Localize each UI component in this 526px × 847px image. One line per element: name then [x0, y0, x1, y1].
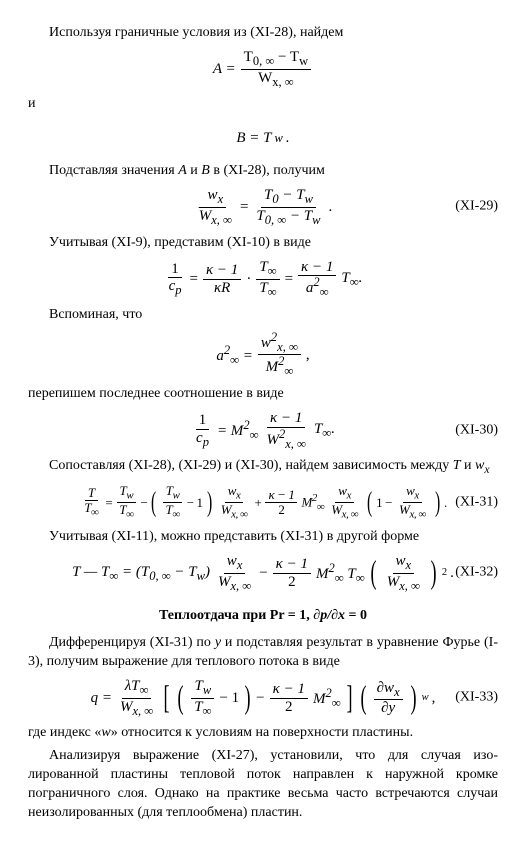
eq7-ref: (XI-31): [455, 493, 498, 512]
eq4-num1: 1: [168, 261, 182, 279]
eq3-eq: =: [240, 197, 248, 217]
eq3-den1: Wx, ∞: [196, 208, 235, 228]
section-heading: Теплоотдача при Pr = 1, ∂p/∂x = 0: [28, 607, 498, 626]
eq6-num1: 1: [196, 412, 210, 430]
eq-lhs: A =: [213, 59, 236, 79]
eq3-num1: wx: [205, 187, 227, 208]
eq-den: Wx, ∞: [255, 70, 297, 90]
eq4-den3: T∞: [256, 280, 279, 300]
equation-xi29: wx Wx, ∞ = T0 − Tw T0, ∞ − Tw . (XI-29): [28, 187, 498, 228]
eq3-den2: T0, ∞ − Tw: [253, 208, 323, 228]
eq4-num3: T∞: [256, 259, 279, 280]
para-8: Учитывая (XI-11), можно представить (XI-…: [28, 528, 498, 547]
eq9-ref: (XI-33): [455, 689, 498, 708]
eq4-den2: κR: [211, 280, 233, 297]
eq6-ref: (XI-30): [455, 421, 498, 440]
eq-num: T0, ∞ − Tw: [241, 49, 311, 70]
eq4-num4: κ − 1: [298, 259, 336, 277]
para-9: Дифференцируя (XI-31) по y и подставляя …: [28, 634, 498, 672]
equation-xi31: TT∞ = TwT∞ − ( TwT∞ − 1 ) wxWx, ∞ + κ − …: [28, 484, 498, 522]
eq4-den4: a2∞: [303, 276, 332, 300]
eq4-den1: cp: [166, 278, 185, 298]
eq5-lhs: a2∞ =: [216, 342, 253, 369]
equation-B: B = Tw.: [28, 120, 498, 156]
eq5-den: M2∞: [263, 355, 297, 379]
eq6-tail: T∞.: [314, 419, 335, 442]
equation-cp: 1 cp = κ − 1 κR · T∞ T∞ = κ − 1 a2∞ T∞.: [28, 259, 498, 300]
eq4-mid: ·: [246, 269, 251, 289]
eq3-ref: (XI-29): [455, 198, 498, 217]
eq4-eq1: =: [190, 269, 198, 289]
eq-b-body: B = Tw.: [236, 128, 289, 148]
para-4: Учитывая (XI-9), представим (XI-10) в ви…: [28, 234, 498, 253]
eq5-tail: ,: [306, 345, 310, 365]
para-11: Анализируя выражение (XI-27), установили…: [28, 747, 498, 823]
equation-a2: a2∞ = w2x, ∞ M2∞ ,: [28, 331, 498, 380]
para-and: и: [28, 95, 498, 114]
eq3-tail: .: [329, 197, 333, 217]
para-7: Сопоставляя (XI-28), (XI-29) и (XI-30), …: [28, 457, 498, 478]
para-3: Подставляя значения A и B в (XI-28), пол…: [28, 162, 498, 181]
para-6: перепишем последнее соотношение в виде: [28, 385, 498, 404]
eq3-num2: T0 − Tw: [261, 187, 316, 208]
eq4-tail: T∞.: [341, 268, 362, 291]
eq4-eq2: =: [285, 269, 293, 289]
equation-xi32: T — T∞ = (T0, ∞ − Tw) wxWx, ∞ − κ − 12 M…: [28, 553, 498, 594]
eq8-ref: (XI-32): [455, 564, 498, 583]
para-5: Вспоминая, что: [28, 306, 498, 325]
eq5-num: w2x, ∞: [258, 331, 301, 356]
eq6-eq: = M2∞: [217, 417, 259, 444]
equation-xi30: 1 cp = M2∞ κ − 1 W2x, ∞ T∞. (XI-30): [28, 410, 498, 451]
eq6-den2: W2x, ∞: [263, 428, 308, 452]
para-10: где индекс «w» относится к условиям на п…: [28, 724, 498, 743]
eq6-num2: κ − 1: [267, 410, 305, 428]
eq6-den1: cp: [193, 430, 212, 450]
para-intro-1: Используя граничные условия из (XI-28), …: [28, 24, 498, 43]
equation-A: A = T0, ∞ − Tw Wx, ∞: [28, 49, 498, 90]
eq4-num2: κ − 1: [203, 262, 241, 280]
equation-xi33: q = λT∞Wx, ∞ [ ( TwT∞ − 1 ) − κ − 12 M2∞…: [28, 678, 498, 719]
